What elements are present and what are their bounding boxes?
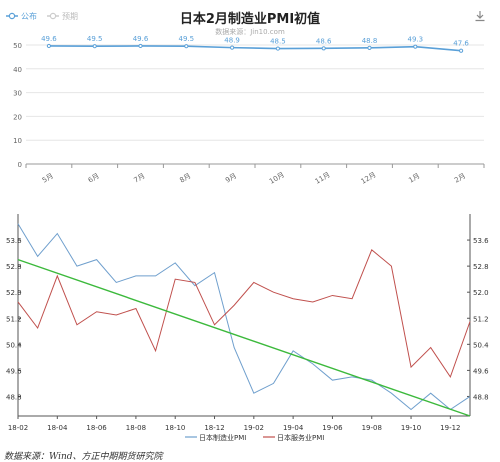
y-tick-label-right: 49.6 — [473, 367, 489, 375]
y-tick-label-left: 53.6 — [6, 237, 22, 245]
data-label: 48.6 — [316, 37, 332, 45]
y-tick-label: 30 — [13, 90, 22, 98]
bottom-line-chart: 48.8 48.8 49.6 49.6 50.4 50.4 51.2 51.2 52.0 52.0… — [6, 214, 489, 442]
x-tick-label: 18-06 — [86, 424, 107, 432]
x-tick-label: 12月 — [360, 171, 378, 186]
x-tick-label: 10月 — [268, 171, 286, 186]
x-tick-label: 19-12 — [440, 424, 460, 432]
x-tick-label: 18-08 — [126, 424, 146, 432]
x-tick-label: 19-08 — [362, 424, 382, 432]
data-point — [275, 46, 280, 51]
x-tick-label: 19-06 — [322, 424, 343, 432]
data-label: 48.9 — [224, 37, 240, 45]
footer-source: 数据来源：Wind、方正中期期货研究院 — [4, 452, 163, 462]
y-tick-label-left: 49.6 — [6, 367, 22, 375]
data-label: 49.6 — [41, 35, 57, 43]
y-tick-label: 0 — [18, 161, 22, 169]
y-tick-label-right: 53.6 — [473, 237, 489, 245]
x-tick-label: 1月 — [407, 172, 421, 185]
x-tick-label: 9月 — [224, 172, 238, 185]
x-tick-label: 18-02 — [8, 424, 28, 432]
legend-label: 公布 — [21, 11, 37, 21]
legend-label: 日本服务业PMI — [277, 433, 324, 442]
data-point — [413, 44, 418, 49]
top-line-chart: 0 10 20 30 40 50 5月 6月 7月 8月 9月 10月 11月 12月 1月 2月 49.6 49… — [13, 35, 485, 186]
trend-line — [17, 258, 471, 417]
legend-item-expected[interactable]: 预期 — [47, 11, 78, 22]
legend-label: 日本制造业PMI — [199, 433, 246, 442]
data-label: 48.8 — [362, 37, 378, 45]
data-label: 47.6 — [453, 40, 469, 48]
y-tick-label: 40 — [13, 66, 22, 74]
data-label: 49.6 — [133, 35, 149, 43]
x-tick-label: 11月 — [314, 171, 332, 186]
y-tick-label-right: 48.8 — [473, 393, 489, 401]
x-tick-label: 6月 — [87, 172, 101, 185]
legend-item-published[interactable]: 公布 — [6, 11, 37, 22]
data-point — [367, 45, 372, 50]
x-tick-label: 19-10 — [401, 424, 421, 432]
series-line-services — [17, 249, 471, 379]
x-tick-label: 8月 — [178, 172, 192, 185]
legend-line-icon — [6, 12, 18, 20]
chart-title: 日本2月制造业PMI初值 — [179, 12, 321, 27]
data-point — [230, 45, 235, 50]
chart-source: 数据来源：Jin10.com — [215, 28, 285, 36]
x-tick-label: 5月 — [41, 172, 55, 185]
legend-line-icon — [47, 12, 59, 20]
data-point — [459, 48, 464, 53]
data-point — [138, 43, 143, 49]
legend-label: 预期 — [62, 11, 78, 21]
download-icon[interactable] — [474, 10, 486, 22]
y-tick-label-left: 51.2 — [6, 315, 22, 323]
top-legend: 公布 预期 — [6, 9, 78, 23]
data-point — [184, 44, 189, 49]
y-tick-label-left: 48.8 — [6, 393, 22, 401]
y-tick-label-right: 50.4 — [473, 341, 489, 349]
y-tick-label-left: 50.4 — [6, 341, 22, 349]
data-label: 49.3 — [408, 36, 424, 44]
x-tick-label: 19-04 — [283, 424, 304, 432]
series-line-manufacturing — [17, 223, 471, 411]
bottom-legend: 日本制造业PMI 日本服务业PMI — [185, 433, 324, 442]
x-tick-label: 18-12 — [204, 424, 224, 432]
y-tick-label-left: 52.0 — [6, 289, 22, 297]
data-point — [321, 46, 326, 51]
data-label: 49.5 — [87, 35, 103, 43]
y-tick-label: 20 — [13, 113, 22, 121]
data-label: 48.5 — [270, 38, 286, 46]
y-tick-label-right: 52.8 — [473, 263, 489, 271]
x-tick-label: 18-04 — [47, 424, 68, 432]
x-tick-label: 18-10 — [165, 424, 185, 432]
series-line-published — [48, 45, 462, 52]
data-label: 49.5 — [179, 35, 195, 43]
data-point — [92, 44, 97, 49]
x-tick-label: 2月 — [453, 172, 467, 185]
y-tick-label: 10 — [13, 137, 22, 145]
y-tick-label-left: 52.8 — [6, 263, 22, 271]
y-tick-label: 50 — [13, 42, 22, 50]
x-tick-label: 19-02 — [244, 424, 264, 432]
y-tick-label-right: 52.0 — [473, 289, 489, 297]
y-tick-label-right: 51.2 — [473, 315, 489, 323]
data-point — [46, 43, 52, 49]
x-tick-label: 7月 — [133, 172, 147, 185]
